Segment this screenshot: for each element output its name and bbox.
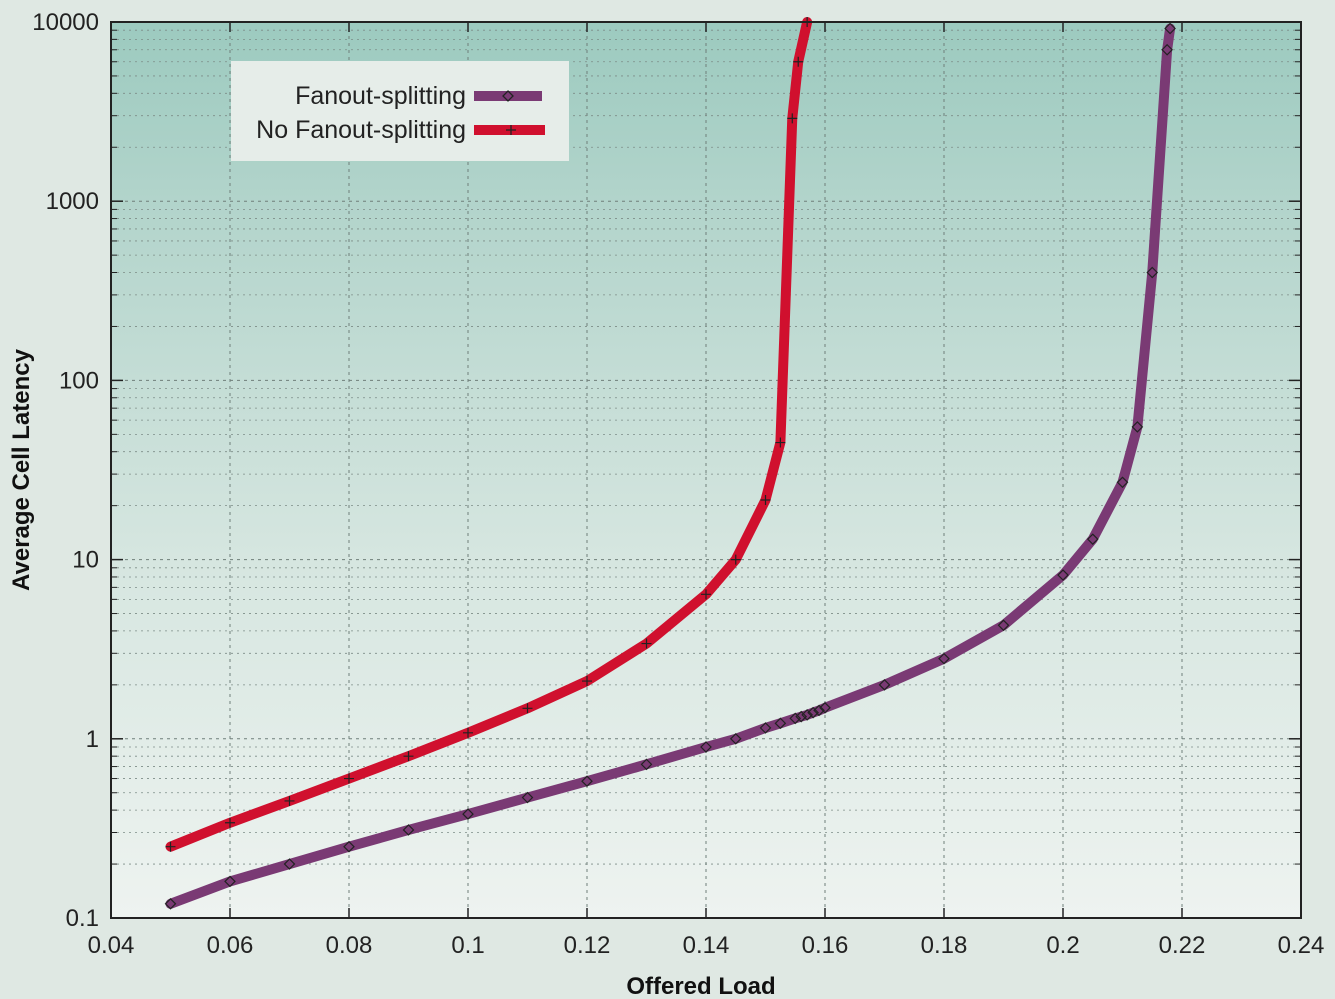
y-axis-title: Average Cell Latency [8,348,35,591]
x-tick-label: 0.16 [802,932,849,959]
data-point [225,817,235,828]
data-point [224,875,236,888]
x-tick-label: 0.1 [451,932,484,959]
data-point [283,858,296,870]
data-point [801,709,813,721]
data-point [165,841,176,852]
data-point [1164,22,1176,35]
data-point [1146,266,1159,279]
data-point [789,712,802,725]
grid [111,22,1301,918]
x-tick-label: 0.08 [326,932,373,959]
data-point [1116,476,1129,489]
data-point [807,706,819,719]
data-point [701,589,711,600]
data-point [522,703,533,714]
data-point [582,676,592,687]
data-point [581,775,593,788]
ticks [110,21,1302,919]
data-point [813,704,825,717]
data-point [463,727,473,738]
data-point [164,897,177,910]
data-point [793,56,804,67]
data-point [787,113,798,124]
x-tick-label: 0.06 [207,932,254,959]
series-layer [164,17,1176,910]
series-line-no-fanout-splitting [165,17,813,852]
legend-marker-plus [506,125,516,135]
x-tick-label: 0.18 [921,932,968,959]
data-point [997,619,1010,632]
data-point [1131,421,1144,433]
data-point [878,679,891,691]
data-point [729,732,742,745]
data-point [640,758,653,771]
y-tick-label: 10 [72,547,99,574]
x-tick-label: 0.22 [1159,932,1206,959]
data-point [1086,533,1099,546]
data-point [641,638,652,649]
data-point [819,701,831,714]
x-tick-label: 0.12 [564,932,611,959]
data-point [402,824,415,836]
data-point [774,717,787,730]
y-tick-label: 10000 [32,9,99,36]
x-tick-label: 0.14 [683,932,730,959]
legend-marker-diamond [502,90,514,102]
series-fanout-splitting [164,22,1176,910]
tick-labels: 0.04 0.06 0.08 0.1 0.12 0.14 0.16 0.18 0.2 0.22 0.… [32,9,1324,959]
data-point [795,710,808,723]
data-point [775,437,786,448]
x-tick-label: 0.24 [1278,932,1325,959]
data-point [1161,43,1173,56]
y-tick-label: 100 [59,367,99,394]
legend-label-fanout-splitting: Fanout-splitting [295,82,466,110]
data-point [521,791,534,804]
y-tick-label: 1000 [46,188,99,215]
y-tick-label: 0.1 [66,905,99,932]
data-point [344,773,354,784]
x-axis-title: Offered Load [626,973,775,999]
x-tick-label: 0.2 [1046,932,1079,959]
x-tick-label: 0.04 [88,932,135,959]
data-point [284,795,295,806]
data-point [403,751,414,762]
legend: Fanout-splitting No Fanout-splitting [231,61,569,161]
series-no-fanout-splitting [165,17,813,852]
data-point [462,808,474,820]
data-point [343,840,355,853]
data-point [1057,569,1069,581]
data-point [700,741,712,753]
data-point [760,495,771,506]
legend-label-no-fanout-splitting: No Fanout-splitting [256,116,466,144]
data-point [730,554,741,565]
data-point [938,652,950,665]
y-tick-label: 1 [86,726,99,753]
series-line-fanout-splitting [165,23,1176,909]
legend-box [231,61,569,161]
data-point [759,722,772,734]
